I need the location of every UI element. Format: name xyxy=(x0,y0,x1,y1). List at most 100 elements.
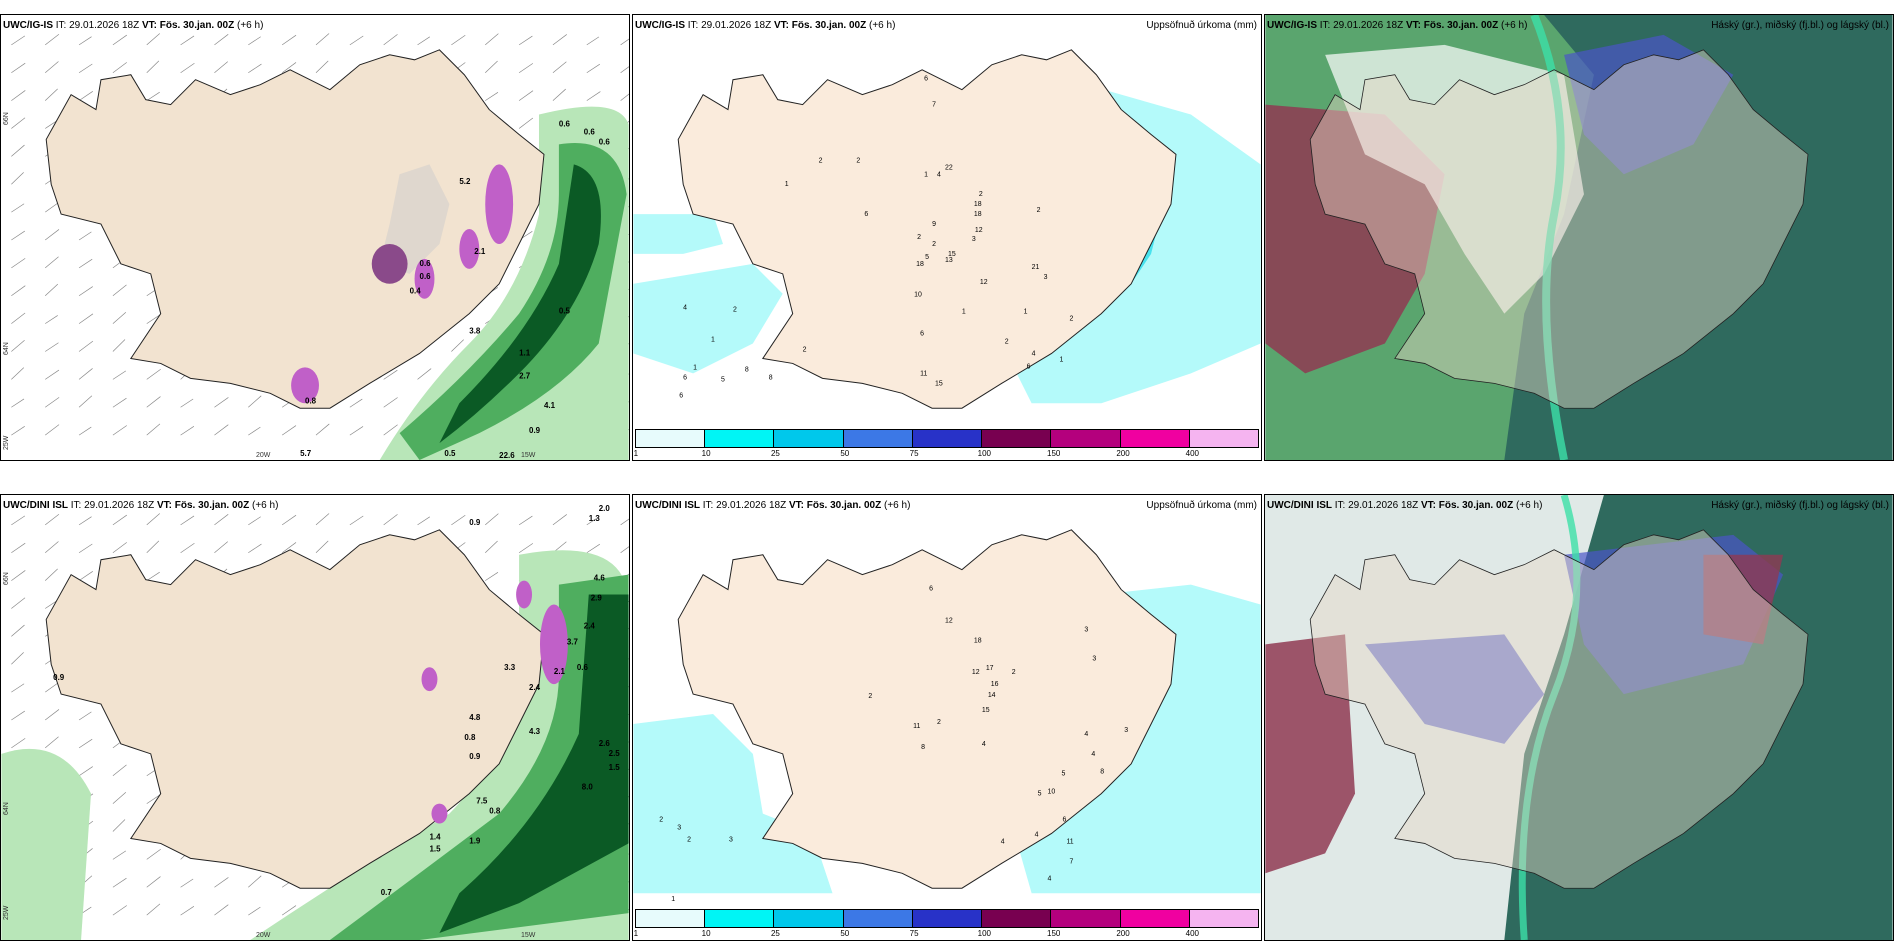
wind-barb xyxy=(146,876,161,888)
wind-barb xyxy=(552,61,567,74)
clear-sky xyxy=(1325,44,1584,314)
wind-barb xyxy=(248,63,262,74)
value-label: 15 xyxy=(935,380,943,387)
lon-label: 15W xyxy=(521,932,536,939)
value-label: 18 xyxy=(974,211,982,218)
value-label: 6 xyxy=(924,76,928,83)
magenta-precip xyxy=(291,164,514,404)
value-label: 0.6 xyxy=(599,137,611,146)
value-label: 5.7 xyxy=(300,449,312,458)
value-label: 0.8 xyxy=(489,807,501,816)
wind-barb xyxy=(11,90,26,101)
lon-label: 20W xyxy=(256,932,271,939)
lat-label: 66N xyxy=(3,572,10,585)
wind-barb xyxy=(146,848,161,860)
wind-barb xyxy=(146,540,160,553)
panel-header: UWC/IG-IS IT: 29.01.2026 18Z VT: Fös. 30… xyxy=(3,20,264,31)
wind-barb xyxy=(620,38,629,46)
wind-barb xyxy=(586,63,600,74)
field-title: Háský (gr.), miðský (fj.bl.) og lágský (… xyxy=(1711,500,1889,511)
value-label: 0.6 xyxy=(420,272,432,281)
colorbar-ticks: 1 10 25 50 75 100 150 200 400 xyxy=(634,929,1259,940)
value-label: 4 xyxy=(1035,831,1039,838)
lon-label: 25W xyxy=(3,435,10,450)
colorbar-tick-label: 50 xyxy=(840,929,850,938)
cloud-high xyxy=(1703,554,1784,645)
panel-header: UWC/DINI ISL IT: 29.01.2026 18Z VT: Fös.… xyxy=(635,500,911,511)
wind-barb xyxy=(112,425,127,436)
magenta-precip xyxy=(421,580,568,824)
wind-barb xyxy=(11,683,25,693)
wind-barb xyxy=(248,426,261,436)
wind-barb xyxy=(78,258,93,269)
wind-barb xyxy=(383,34,398,46)
wind-barb xyxy=(78,36,92,46)
value-label: 2 xyxy=(937,719,941,726)
wind-barb xyxy=(349,515,364,526)
wind-barb xyxy=(44,33,60,46)
lon-label: 25W xyxy=(3,905,10,920)
value-label: 1 xyxy=(924,171,928,178)
value-label: 22 xyxy=(945,164,953,171)
wind-barb xyxy=(112,764,127,777)
value-label: 0.9 xyxy=(469,518,481,527)
wind-barb xyxy=(349,35,364,46)
wind-barb xyxy=(485,571,499,581)
value-label: 3 xyxy=(1092,655,1096,662)
value-label: 1 xyxy=(693,364,697,371)
value-label: 1.3 xyxy=(589,514,601,523)
colorbar-segment xyxy=(1051,430,1121,447)
precip-light xyxy=(633,714,833,894)
value-label: 3.8 xyxy=(469,327,481,336)
colorbar-segment xyxy=(1189,430,1258,447)
colorbar-segment xyxy=(774,910,844,927)
wind-barb xyxy=(112,542,127,554)
field-title: Háský (gr.), miðský (fj.bl.) og lágský (… xyxy=(1711,20,1889,31)
value-label: 2 xyxy=(932,241,936,248)
colorbar-segment xyxy=(982,910,1052,927)
wind-barb xyxy=(417,36,430,46)
wind-barb xyxy=(11,515,26,526)
value-label: 18 xyxy=(916,261,924,268)
colorbar-segment xyxy=(705,910,775,927)
wind-barb xyxy=(112,311,127,324)
wind-barb xyxy=(44,736,59,749)
wind-barb xyxy=(315,423,330,436)
wind-barb xyxy=(112,284,127,297)
colorbar-segment xyxy=(774,430,844,447)
colorbar-segment xyxy=(1120,910,1190,927)
wind-barb xyxy=(78,231,92,241)
wind-barb xyxy=(44,541,59,554)
value-label: 8 xyxy=(745,366,749,373)
colorbar-segment xyxy=(843,430,913,447)
panel-header: UWC/DINI ISL IT: 29.01.2026 18Z VT: Fös.… xyxy=(1267,500,1543,511)
wind-barb xyxy=(146,794,161,804)
wind-barb xyxy=(214,904,229,916)
colorbar-segment xyxy=(1120,430,1190,447)
value-label: 0.9 xyxy=(53,673,65,682)
wind-barb xyxy=(484,540,498,553)
wind-barb xyxy=(11,738,26,749)
colorbar-segment xyxy=(1189,910,1258,927)
wind-barb xyxy=(383,369,398,380)
value-label: 4 xyxy=(683,305,687,312)
wind-barb xyxy=(620,518,629,526)
value-label: 5.2 xyxy=(459,177,471,186)
wind-barb xyxy=(78,63,93,74)
wind-barb xyxy=(485,513,499,526)
value-label: 6 xyxy=(864,211,868,218)
value-label: 2 xyxy=(868,693,872,700)
value-label: 1 xyxy=(785,181,789,188)
colorbar-tick-label: 25 xyxy=(770,929,780,938)
wind-barb xyxy=(180,62,195,74)
precip-map-igis: UWC/IG-IS IT: 29.01.2026 18Z VT: Fös. 30… xyxy=(632,14,1262,461)
value-label: 0.6 xyxy=(420,259,432,268)
value-label: 4.1 xyxy=(544,401,556,410)
wind-barb xyxy=(281,62,297,74)
wind-barb xyxy=(112,339,126,352)
map-canvas: 0.60.60.60.51.13.82.74.10.95.7 0.50.60.40… xyxy=(11,33,629,460)
wind-barb xyxy=(112,819,126,832)
value-label: 0.6 xyxy=(559,119,571,128)
value-label: 6 xyxy=(920,331,924,338)
